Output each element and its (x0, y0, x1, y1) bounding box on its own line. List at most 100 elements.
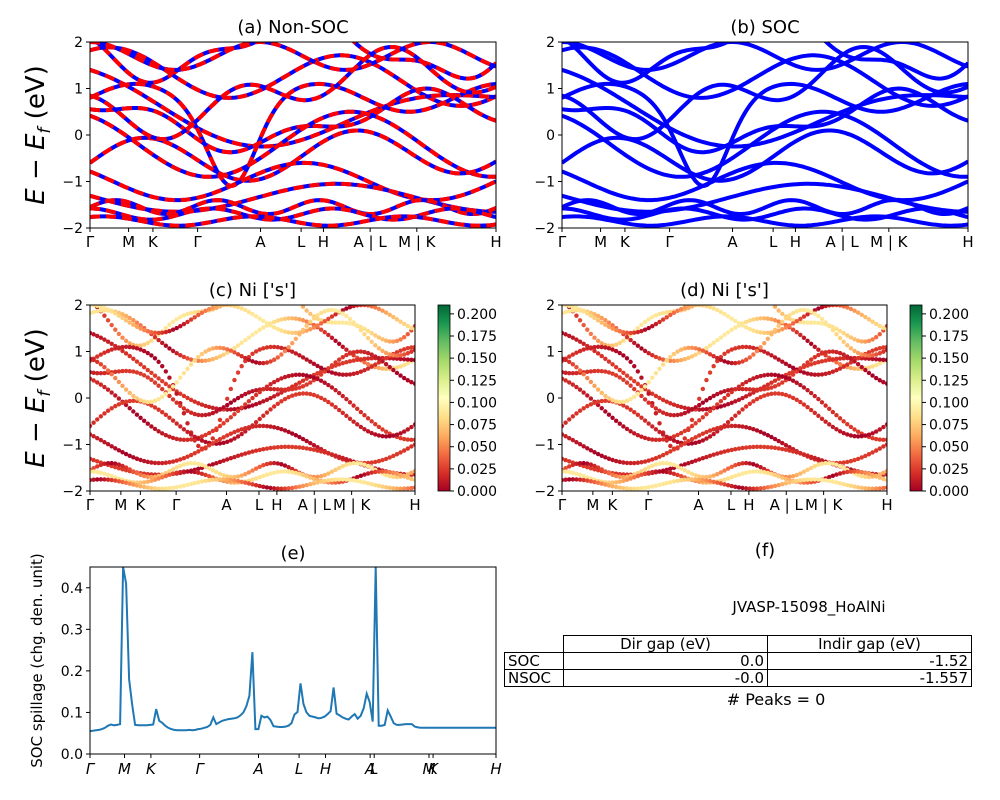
band-point (217, 345, 223, 350)
band-point (391, 367, 396, 373)
band-point (257, 327, 262, 333)
band-point (268, 344, 273, 350)
band-point (120, 400, 125, 406)
band-point (725, 483, 731, 488)
band-point (877, 331, 882, 337)
band-point (592, 348, 597, 354)
band-point (336, 320, 342, 325)
band-point (170, 384, 176, 389)
band-point (282, 387, 288, 392)
band-point (412, 468, 415, 474)
band-point (776, 319, 781, 324)
band-point (141, 418, 147, 424)
band-point (329, 477, 335, 483)
band-point (199, 438, 205, 443)
band-point (315, 376, 320, 382)
band-point (577, 461, 583, 466)
band-point (678, 430, 684, 436)
band-point (617, 375, 622, 380)
band-point (221, 305, 226, 308)
band-point (369, 339, 374, 345)
band-point (762, 444, 767, 450)
band-point (336, 309, 342, 314)
band-point (188, 469, 194, 474)
band-point (127, 341, 132, 346)
band-point (152, 330, 158, 335)
band-point (123, 368, 129, 374)
band-point (275, 387, 280, 392)
band-point (181, 437, 187, 443)
band-point (819, 416, 825, 421)
band-point (98, 470, 104, 475)
y-tick-label: 1 (546, 345, 555, 361)
band-point (214, 460, 219, 466)
band-point (279, 444, 284, 450)
band-point (805, 308, 810, 313)
band-point (300, 372, 306, 378)
band-point (268, 386, 273, 392)
band-point (365, 356, 371, 361)
band-point (780, 359, 785, 364)
band-point (711, 393, 716, 399)
band-point (790, 365, 796, 371)
band-point (646, 465, 651, 470)
band-point (293, 470, 299, 476)
band-point (185, 395, 190, 401)
band-point (264, 472, 270, 477)
band-point (232, 407, 237, 412)
band-point (160, 379, 165, 384)
band-point (188, 460, 194, 466)
band-point (163, 369, 169, 374)
energy-axis-label: E − Ef (eV) (21, 328, 55, 468)
band-point (798, 366, 803, 371)
band-point (232, 436, 237, 441)
band-point (160, 475, 165, 480)
band-point (290, 330, 295, 336)
band-point (91, 420, 96, 425)
band-point (675, 478, 680, 484)
band-point (138, 347, 143, 352)
band-point (188, 410, 194, 415)
band-point (401, 357, 407, 362)
band-point (113, 369, 118, 375)
band-point (790, 310, 796, 316)
band-point (653, 354, 659, 360)
band-point (163, 381, 169, 387)
spillage-line (90, 567, 496, 733)
band-point (174, 465, 179, 470)
band-point (581, 322, 586, 328)
band-point (383, 355, 389, 361)
band-point (675, 439, 680, 445)
band-point (203, 412, 208, 418)
band-point (668, 358, 673, 363)
band-point (877, 475, 882, 480)
band-point (160, 460, 165, 466)
band-point (398, 353, 403, 358)
band-point (235, 474, 241, 479)
x-tick-label: M (122, 233, 135, 251)
band-point (232, 350, 237, 355)
band-point (707, 352, 713, 357)
band-point (581, 347, 586, 352)
band-point (845, 362, 850, 367)
band-point (271, 460, 277, 466)
band-point (657, 319, 662, 325)
band-point (834, 331, 839, 337)
band-point (798, 451, 803, 456)
band-point (682, 305, 687, 310)
x-tick-label: H (318, 233, 329, 251)
band-point (653, 483, 659, 488)
x-tick-label: K (135, 496, 146, 514)
band-point (214, 477, 219, 482)
band-point (837, 429, 843, 434)
band-point (787, 448, 792, 453)
band-point (855, 485, 861, 490)
band-point (689, 345, 695, 350)
band-point (675, 412, 680, 418)
band-point (318, 449, 324, 454)
band-point (394, 471, 400, 477)
x-tick-label: A (252, 760, 263, 778)
band-point (613, 418, 619, 424)
band-point (347, 359, 353, 364)
band-point (196, 470, 201, 476)
